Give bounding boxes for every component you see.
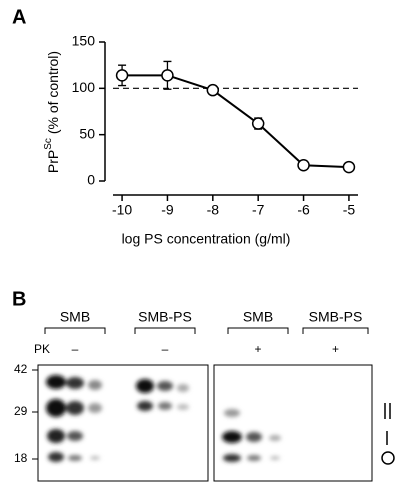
y-tick-label: 100 xyxy=(72,79,96,95)
panel-label: A xyxy=(12,6,26,28)
data-point xyxy=(206,83,220,97)
blot-bands xyxy=(46,375,281,462)
x-tick-label: -9 xyxy=(161,202,174,218)
x-tick-label: -10 xyxy=(112,202,132,218)
group-bracket xyxy=(44,327,106,334)
data-point xyxy=(251,117,265,130)
data-point xyxy=(115,69,129,82)
x-tick-label: -6 xyxy=(297,202,310,218)
y-tick-label: 150 xyxy=(72,33,96,49)
data-line xyxy=(122,74,349,169)
group-label: SMB xyxy=(243,309,273,325)
y-tick-label: 0 xyxy=(87,172,95,188)
blot-right xyxy=(213,364,373,482)
data-point xyxy=(297,158,310,172)
y-title-base: PrP xyxy=(45,150,61,173)
x-axis-title: log PS concentration (g/ml) xyxy=(122,231,291,247)
group-bracket xyxy=(134,327,196,334)
data-point xyxy=(161,69,174,82)
pk-sign: – xyxy=(162,342,169,356)
group-label: SMB-PS xyxy=(138,309,192,325)
panel-b: B PK SMB – SMB-PS – SMB + SMB-PS +42 29 18 xyxy=(12,288,395,482)
group-bracket xyxy=(302,327,369,334)
group-label: SMB xyxy=(60,309,90,325)
pk-sign: + xyxy=(254,342,261,356)
panel-label: B xyxy=(12,288,26,310)
x-tick-label: -5 xyxy=(343,202,356,218)
mw-marker: 18 xyxy=(14,451,28,465)
x-tick-label: -7 xyxy=(252,202,265,218)
pk-sign: – xyxy=(72,342,79,356)
group-bracket xyxy=(227,327,289,334)
x-tick-label: -8 xyxy=(207,202,220,218)
mw-marker: 42 xyxy=(14,362,28,376)
y-axis-title: PrPSc (% of control) xyxy=(43,51,61,173)
y-tick-label: 50 xyxy=(79,125,95,141)
pk-label: PK xyxy=(34,342,50,356)
pk-sign: + xyxy=(332,342,339,356)
data-point xyxy=(342,160,356,174)
glycoform-mark xyxy=(381,451,395,465)
y-title-sup: Sc xyxy=(43,138,54,150)
group-label: SMB-PS xyxy=(309,309,363,325)
y-title-rest: (% of control) xyxy=(45,51,61,138)
mw-marker: 29 xyxy=(14,404,28,418)
